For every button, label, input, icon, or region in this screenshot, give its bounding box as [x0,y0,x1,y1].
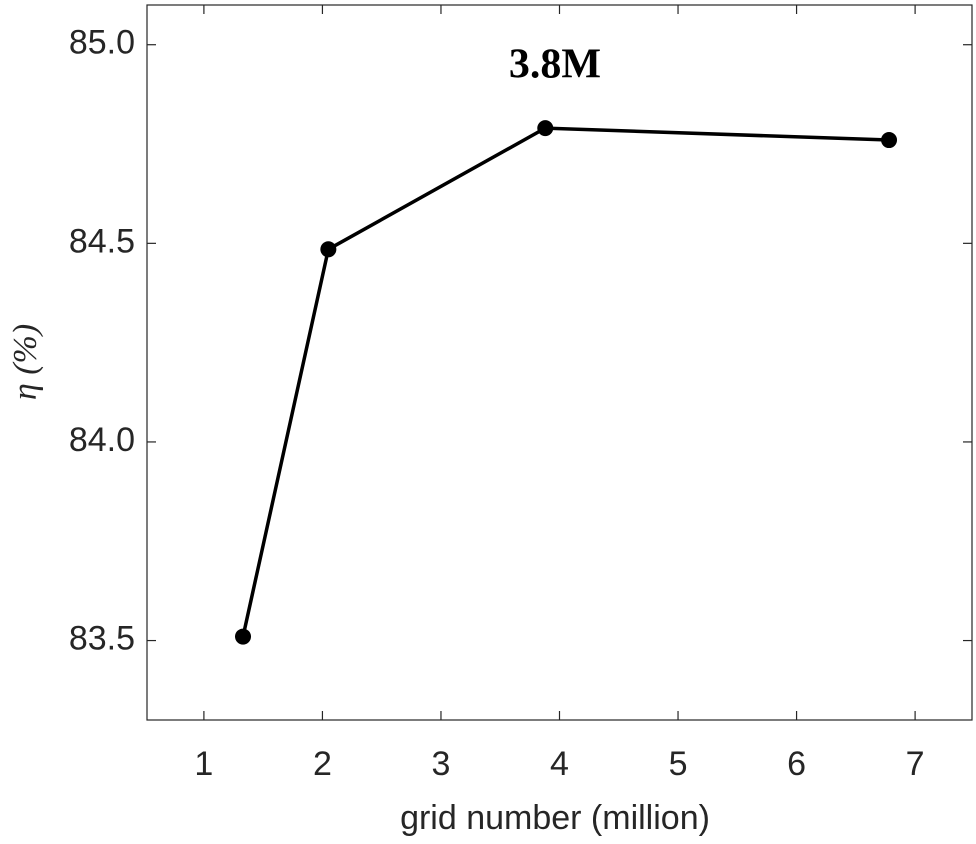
point [320,241,337,258]
point [235,628,252,645]
x-tick-label: 5 [669,745,688,783]
plot-frame [146,4,973,721]
x-tick-label: 6 [787,745,806,783]
point [537,120,554,137]
y-tick-label: 85.0 [69,24,135,62]
x-axis-label: grid number (million) [400,799,710,837]
x-tick-label: 1 [194,745,213,783]
y-axis-label: η (%) [7,324,44,400]
point [881,132,898,149]
y-tick-label: 83.5 [69,620,135,658]
y-tick-label: 84.5 [69,222,135,260]
x-tick-label: 3 [432,745,451,783]
x-tick-label: 4 [550,745,569,783]
y-tick-label: 84.0 [69,421,135,459]
x-tick-label: 7 [906,745,925,783]
x-tick-label: 2 [313,745,332,783]
line [241,126,890,637]
annotation: 3.8M [509,42,601,88]
